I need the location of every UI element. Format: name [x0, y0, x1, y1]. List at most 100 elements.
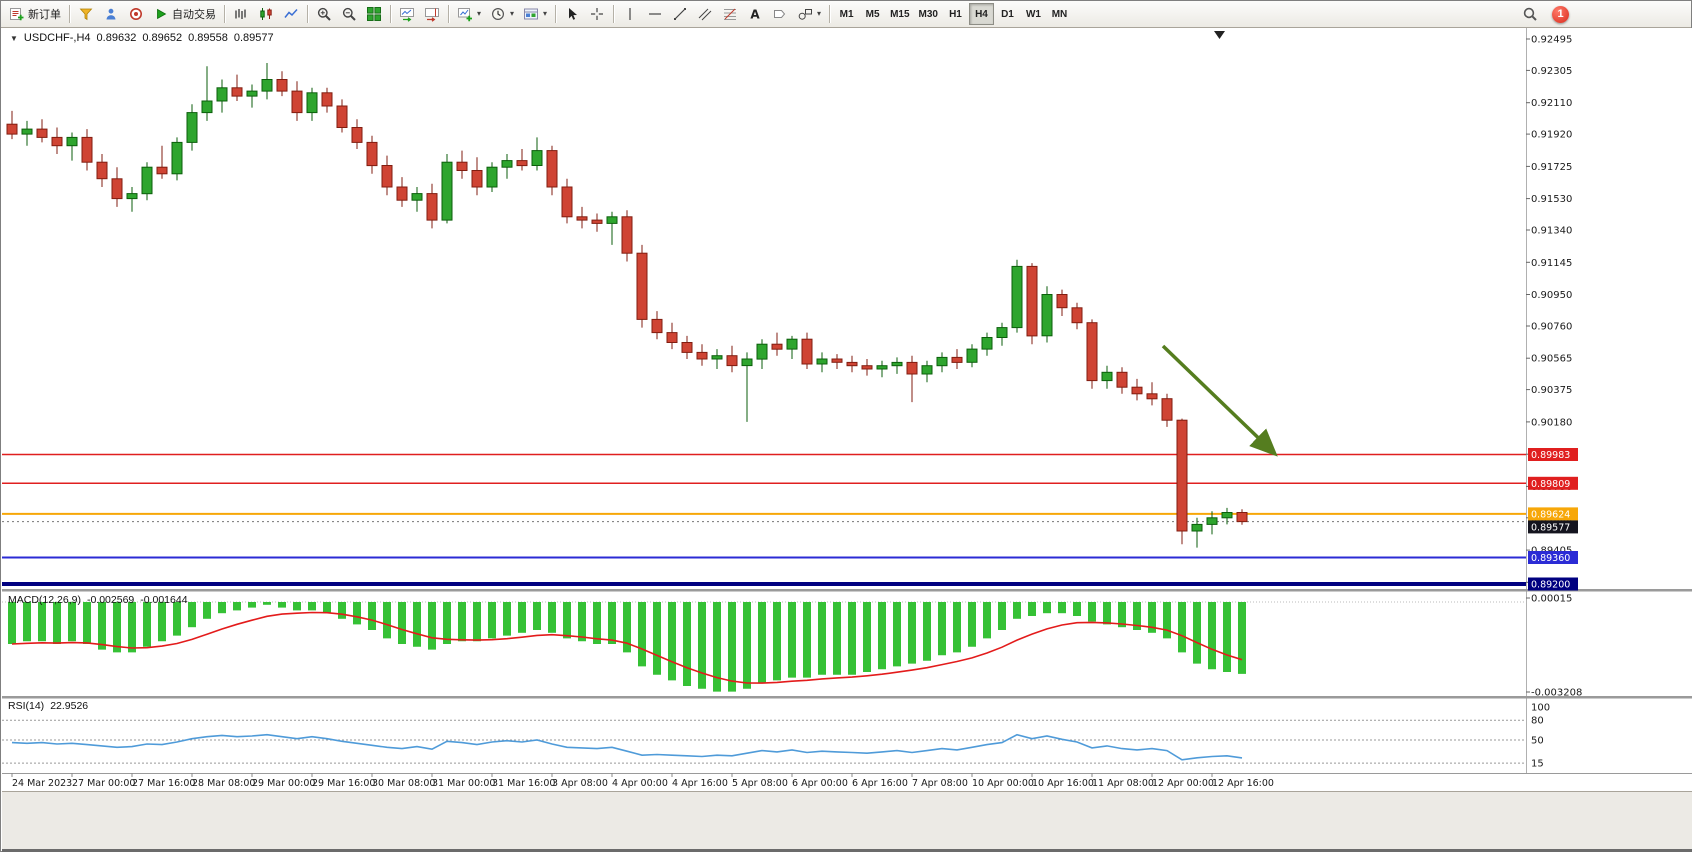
- notification-badge[interactable]: 1: [1552, 5, 1569, 23]
- candle-body: [36, 128, 48, 138]
- time-axis-label: 24 Mar 2023: [12, 778, 72, 789]
- zoom-out-button[interactable]: [337, 3, 361, 25]
- price-line-badge: [1528, 476, 1578, 490]
- candle-body: [396, 186, 408, 201]
- timeframe-button-m15[interactable]: M15: [886, 3, 913, 25]
- trendline-button[interactable]: [668, 3, 692, 25]
- candle-body: [381, 165, 393, 188]
- timeframe-button-m30[interactable]: M30: [915, 3, 942, 25]
- price-tick-label: 0.90180: [1531, 417, 1572, 428]
- text-button[interactable]: A: [743, 3, 767, 25]
- new-chart-button[interactable]: ▾: [453, 3, 485, 25]
- new-order-label: 新订单: [28, 9, 61, 21]
- price-line-badge: [1528, 577, 1578, 591]
- auto-trading-button[interactable]: 自动交易: [149, 3, 220, 25]
- candle-body: [681, 342, 693, 353]
- dropdown-caret-icon: ▾: [510, 9, 515, 18]
- candle-body: [771, 343, 783, 350]
- chart-shift-marker-icon[interactable]: [1214, 31, 1225, 39]
- price-tick-label: 0.92495: [1531, 35, 1572, 46]
- candle-body: [1206, 517, 1218, 525]
- candle-body: [6, 123, 18, 135]
- candle-body: [996, 327, 1008, 339]
- timeframe-button-d1[interactable]: D1: [995, 3, 1020, 25]
- chart-shift-button[interactable]: [420, 3, 444, 25]
- candlestick-chart-button[interactable]: [254, 3, 278, 25]
- horizontal-line-button[interactable]: [643, 3, 667, 25]
- time-axis-label: 3 Apr 08:00: [552, 778, 608, 789]
- timeframe-button-h1[interactable]: H1: [943, 3, 968, 25]
- timeframe-button-w1[interactable]: W1: [1021, 3, 1046, 25]
- timeframe-button-h4[interactable]: H4: [968, 3, 994, 25]
- chart-low-value: 0.89558: [188, 32, 228, 44]
- price-badge-label: 0.89360: [1531, 553, 1570, 564]
- rsi-indicator-name: RSI(14): [8, 700, 45, 712]
- candle-body: [966, 348, 978, 363]
- price-tick-label: 0.90950: [1531, 290, 1572, 301]
- candle-body: [981, 337, 993, 350]
- chart-area[interactable]: 0.92495 0.92305 0.92110 0.91920 0.91725 0.915…: [2, 28, 1692, 791]
- candle-body: [1056, 294, 1068, 309]
- fibonacci-icon: [724, 8, 737, 20]
- rsi-panel-separator[interactable]: [2, 696, 1692, 699]
- timeframe-group: M1 M5 M15 M30 H1 H4 D1 W1 MN: [834, 3, 1072, 25]
- price-badge-label: 0.89809: [1531, 479, 1570, 490]
- search-button[interactable]: [1518, 3, 1542, 25]
- time-axis-label: 6 Apr 16:00: [852, 778, 908, 789]
- timeframe-button-mn[interactable]: MN: [1047, 3, 1072, 25]
- candle-body: [276, 79, 288, 92]
- new-order-button[interactable]: 新订单: [5, 3, 65, 25]
- chart-canvas[interactable]: 0.92495 0.92305 0.92110 0.91920 0.91725 0.915…: [2, 28, 1692, 791]
- macd-panel-separator[interactable]: [2, 589, 1692, 592]
- candle-body: [861, 365, 873, 370]
- text-label-button[interactable]: [768, 3, 792, 25]
- tile-windows-icon: [367, 7, 381, 21]
- ohlc-bars-icon: [235, 9, 246, 19]
- time-axis-label: 5 Apr 08:00: [732, 778, 788, 789]
- annotation-arrow[interactable]: [1161, 344, 1278, 457]
- dropdown-caret-icon: ▾: [477, 9, 482, 18]
- candle-body: [171, 141, 183, 175]
- vertical-line-button[interactable]: [618, 3, 642, 25]
- auto-scroll-button[interactable]: [395, 3, 419, 25]
- person-icon: [106, 8, 116, 20]
- price-badge-label: 0.89983: [1531, 450, 1570, 461]
- timeframe-button-m5[interactable]: M5: [860, 3, 885, 25]
- candle-body: [1086, 322, 1098, 382]
- zoom-in-icon: [317, 7, 331, 21]
- candle-body: [591, 219, 603, 224]
- chart-shift-icon: [425, 8, 439, 22]
- candle-body: [1011, 265, 1023, 329]
- time-axis-label: 12 Apr 16:00: [1212, 778, 1274, 789]
- zoom-in-button[interactable]: [312, 3, 336, 25]
- macd-indicator-name: MACD(12,26,9): [8, 594, 81, 606]
- candle-body: [351, 127, 363, 143]
- channel-icon: [698, 8, 712, 21]
- market-watch-button[interactable]: [74, 3, 98, 25]
- rsi-panel-label: RSI(14) 22.9526: [8, 700, 88, 712]
- bar-chart-button[interactable]: [229, 3, 253, 25]
- terminal-button[interactable]: [124, 3, 148, 25]
- candle-body: [711, 355, 723, 360]
- navigator-button[interactable]: [99, 3, 123, 25]
- ohlc-expander-icon[interactable]: ▼: [10, 34, 18, 43]
- periods-button[interactable]: ▾: [486, 3, 518, 25]
- tile-windows-button[interactable]: [362, 3, 386, 25]
- fibonacci-button[interactable]: [718, 3, 742, 25]
- templates-button[interactable]: ▾: [519, 3, 551, 25]
- channel-button[interactable]: [693, 3, 717, 25]
- toolbar-separator: [555, 5, 557, 23]
- candle-body: [1101, 371, 1113, 382]
- timeframe-button-m1[interactable]: M1: [834, 3, 859, 25]
- crosshair-button[interactable]: [585, 3, 609, 25]
- candle-body: [81, 136, 93, 163]
- candle-body: [1176, 419, 1188, 532]
- candle-body: [291, 90, 303, 114]
- line-chart-button[interactable]: [279, 3, 303, 25]
- time-axis-label: 31 Mar 00:00: [432, 778, 495, 789]
- play-icon: [157, 8, 167, 20]
- cursor-button[interactable]: [560, 3, 584, 25]
- shapes-button[interactable]: ▾: [793, 3, 825, 25]
- candle-body: [516, 160, 528, 167]
- candle-body: [51, 136, 63, 147]
